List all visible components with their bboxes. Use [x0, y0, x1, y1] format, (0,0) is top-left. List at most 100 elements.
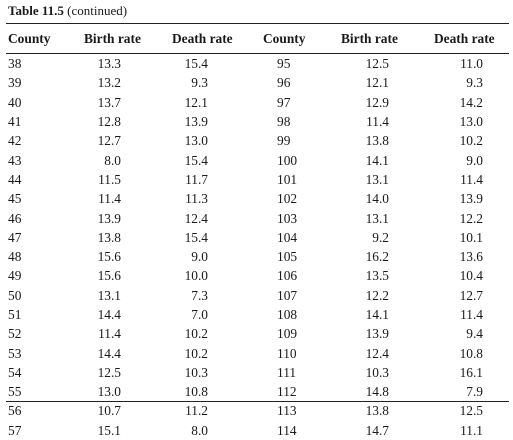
cell-birth-rate-left: 12.7 — [97, 133, 121, 149]
cell-birth-rate-right: 16.2 — [365, 249, 389, 265]
cell-county-left: 46 — [8, 210, 22, 226]
cell-death-rate-right: 14.2 — [459, 94, 483, 110]
table-row: 41 12.8 13.9 98 11.4 13.0 — [6, 112, 509, 131]
column-header-county-right: County — [263, 30, 306, 46]
table-row: 51 14.4 7.0 108 14.1 11.4 — [6, 305, 509, 324]
column-header-death-rate-left: Death rate — [172, 30, 233, 46]
cell-death-rate-left: 10.8 — [184, 384, 208, 400]
cell-birth-rate-left: 13.0 — [97, 384, 121, 400]
column-header-death-rate-right: Death rate — [434, 30, 495, 46]
table-row: 38 13.3 15.4 95 12.5 11.0 — [6, 53, 509, 73]
cell-death-rate-right: 10.2 — [459, 133, 483, 149]
cell-county-left: 49 — [8, 268, 22, 284]
cell-birth-rate-left: 11.4 — [98, 191, 121, 207]
cell-birth-rate-left: 11.4 — [98, 326, 121, 342]
cell-birth-rate-left: 15.1 — [97, 422, 121, 438]
cell-death-rate-left: 12.1 — [184, 94, 208, 110]
cell-county-left: 55 — [8, 384, 22, 400]
table-bottom-rule — [6, 401, 509, 402]
cell-birth-rate-right: 12.1 — [365, 75, 389, 91]
table-row: 54 12.5 10.3 111 10.3 16.1 — [6, 363, 509, 382]
table-row: 45 11.4 11.3 102 14.0 13.9 — [6, 189, 509, 208]
cell-county-right: 111 — [277, 364, 297, 380]
table-top-rule — [6, 23, 509, 24]
cell-death-rate-left: 12.4 — [184, 210, 208, 226]
cell-birth-rate-right: 12.2 — [365, 287, 389, 303]
cell-birth-rate-left: 13.2 — [97, 75, 121, 91]
cell-county-right: 96 — [277, 75, 291, 91]
cell-death-rate-right: 11.4 — [460, 171, 483, 187]
cell-county-left: 50 — [8, 287, 22, 303]
cell-birth-rate-left: 15.6 — [97, 249, 121, 265]
cell-county-left: 38 — [8, 56, 22, 72]
cell-county-left: 51 — [8, 307, 22, 322]
cell-death-rate-left: 11.3 — [185, 191, 208, 207]
cell-death-rate-right: 13.9 — [459, 191, 483, 207]
cell-county-right: 110 — [277, 345, 297, 361]
cell-death-rate-left: 10.2 — [184, 345, 208, 361]
table-row: 57 15.1 8.0 114 14.7 11.1 — [6, 421, 509, 440]
cell-death-rate-right: 11.4 — [460, 307, 483, 322]
table-row: 55 13.0 10.8 112 14.8 7.9 — [6, 382, 509, 401]
table-row: 44 11.5 11.7 101 13.1 11.4 — [6, 170, 509, 189]
cell-county-left: 40 — [8, 94, 22, 110]
cell-county-right: 99 — [277, 133, 291, 149]
cell-birth-rate-right: 11.4 — [366, 114, 389, 130]
cell-death-rate-left: 15.4 — [184, 229, 208, 245]
cell-death-rate-right: 9.3 — [466, 75, 483, 91]
column-header-birth-rate-left: Birth rate — [84, 30, 141, 46]
cell-death-rate-right: 10.8 — [459, 345, 483, 361]
cell-county-left: 52 — [8, 326, 22, 342]
table-row: 53 14.4 10.2 110 12.4 10.8 — [6, 343, 509, 362]
cell-birth-rate-left: 14.4 — [97, 307, 121, 322]
cell-birth-rate-right: 13.8 — [365, 403, 389, 419]
table-caption-label: Table 11.5 — [8, 3, 64, 18]
column-header-county-left: County — [8, 30, 51, 46]
cell-death-rate-right: 9.0 — [466, 152, 483, 168]
cell-birth-rate-right: 13.8 — [365, 133, 389, 149]
cell-death-rate-left: 7.0 — [191, 307, 208, 322]
cell-death-rate-left: 8.0 — [191, 422, 208, 438]
cell-death-rate-left: 13.0 — [184, 133, 208, 149]
cell-birth-rate-left: 13.3 — [97, 56, 121, 72]
column-header-birth-rate-right: Birth rate — [341, 30, 398, 46]
cell-death-rate-right: 7.9 — [466, 384, 483, 400]
cell-death-rate-left: 15.4 — [184, 56, 208, 72]
cell-county-left: 43 — [8, 152, 22, 168]
cell-county-left: 45 — [8, 191, 22, 207]
cell-county-right: 106 — [277, 268, 298, 284]
cell-birth-rate-left: 11.5 — [98, 171, 121, 187]
cell-birth-rate-left: 13.9 — [97, 210, 121, 226]
table-body: 38 13.3 15.4 95 12.5 11.0 39 13.2 9.3 96 12.1 9.3 40… — [6, 53, 509, 440]
cell-birth-rate-right: 12.5 — [365, 56, 389, 72]
cell-county-left: 56 — [8, 403, 22, 419]
cell-birth-rate-right: 13.5 — [365, 268, 389, 284]
table-row: 43 8.0 15.4 100 14.1 9.0 — [6, 150, 509, 169]
table-row: 46 13.9 12.4 103 13.1 12.2 — [6, 208, 509, 227]
table-row: 50 13.1 7.3 107 12.2 12.7 — [6, 286, 509, 305]
cell-birth-rate-left: 13.1 — [97, 287, 121, 303]
table-row: 52 11.4 10.2 109 13.9 9.4 — [6, 324, 509, 343]
cell-death-rate-left: 13.9 — [184, 114, 208, 130]
cell-county-left: 53 — [8, 345, 22, 361]
data-table: County Birth rate Death rate County Birt… — [6, 24, 509, 440]
cell-county-right: 114 — [277, 422, 297, 438]
table-row: 42 12.7 13.0 99 13.8 10.2 — [6, 131, 509, 150]
cell-birth-rate-left: 12.8 — [97, 114, 121, 130]
cell-birth-rate-right: 14.8 — [365, 384, 389, 400]
cell-county-right: 112 — [277, 384, 297, 400]
cell-county-left: 44 — [8, 171, 22, 187]
cell-county-left: 42 — [8, 133, 22, 149]
cell-birth-rate-right: 14.0 — [365, 191, 389, 207]
table-row: 56 10.7 11.2 113 13.8 12.5 — [6, 401, 509, 420]
cell-county-left: 54 — [8, 364, 22, 380]
cell-birth-rate-right: 13.1 — [365, 171, 389, 187]
table-header-rule — [6, 53, 509, 54]
cell-birth-rate-right: 12.9 — [365, 94, 389, 110]
cell-death-rate-right: 12.2 — [459, 210, 483, 226]
cell-birth-rate-left: 13.8 — [97, 229, 121, 245]
cell-birth-rate-right: 14.7 — [365, 422, 389, 438]
table-row: 48 15.6 9.0 105 16.2 13.6 — [6, 247, 509, 266]
cell-birth-rate-right: 12.4 — [365, 345, 389, 361]
cell-birth-rate-left: 13.7 — [97, 94, 121, 110]
